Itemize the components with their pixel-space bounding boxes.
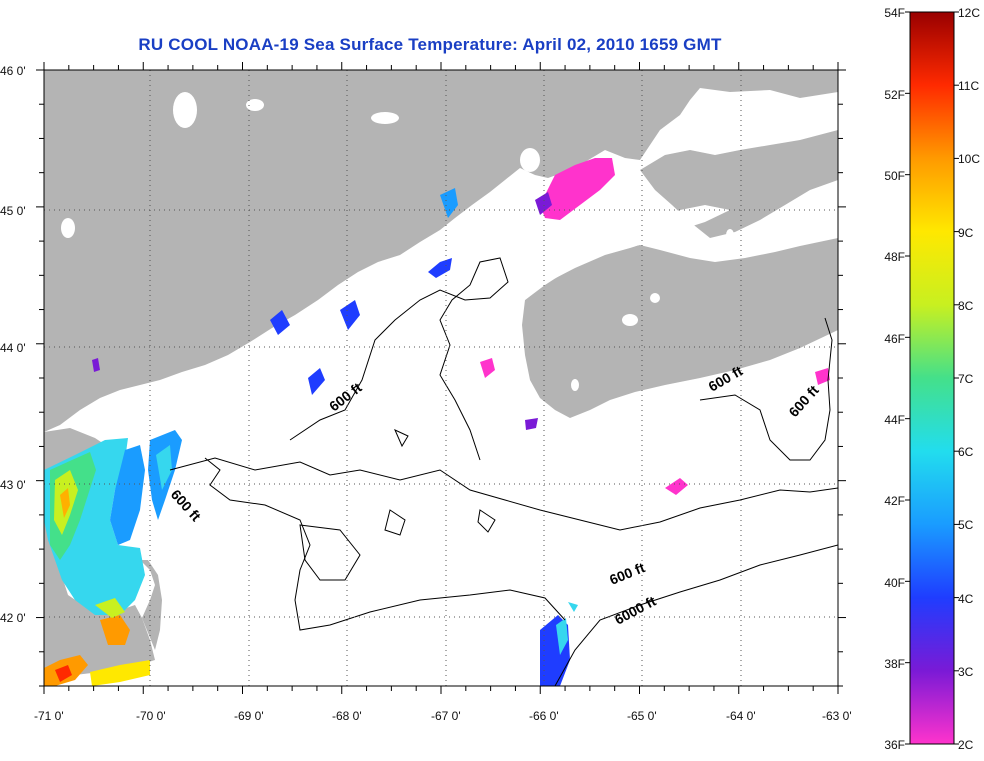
lon-tick-label: -65 0' [627, 709, 657, 723]
land-nova-scotia [522, 238, 838, 418]
inland-lakes [61, 92, 830, 391]
colorbar-f-label: 50F [884, 169, 905, 183]
colorbar-fahrenheit-labels: 54F 52F 50F 48F 46F 44F 42F 40F 38F 36F [884, 6, 905, 752]
colorbar-c-label: 9C [958, 226, 974, 240]
colorbar: 54F 52F 50F 48F 46F 44F 42F 40F 38F 36F … [884, 6, 980, 752]
lat-tick-label: 42 0' [0, 611, 26, 625]
lat-tick-label: 43 0' [0, 478, 26, 492]
lon-tick-label: -67 0' [431, 709, 461, 723]
colorbar-c-label: 11C [958, 79, 979, 93]
sst-data-patches [44, 158, 830, 686]
longitude-labels: -71 0' -70 0' -69 0' -68 0' -67 0' -66 0… [34, 709, 852, 723]
latitude-labels: 46 0' 45 0' 44 0' 43 0' 42 0' [0, 64, 26, 625]
bay-of-fundy [525, 205, 730, 300]
land-maine-newbrunswick [44, 70, 838, 432]
lon-tick-label: -64 0' [726, 709, 756, 723]
colorbar-f-label: 52F [884, 88, 905, 102]
lon-tick-label: -66 0' [529, 709, 559, 723]
colorbar-f-label: 44F [884, 413, 905, 427]
lat-tick-label: 46 0' [0, 64, 26, 78]
colorbar-f-label: 42F [884, 494, 905, 508]
colorbar-c-label: 5C [958, 518, 974, 532]
colorbar-f-label: 54F [884, 6, 905, 20]
lon-tick-label: -69 0' [234, 709, 264, 723]
lon-tick-label: -63 0' [822, 709, 852, 723]
lon-tick-label: -70 0' [136, 709, 166, 723]
colorbar-f-label: 38F [884, 657, 905, 671]
colorbar-f-label: 36F [884, 738, 905, 752]
colorbar-c-label: 7C [958, 372, 974, 386]
colorbar-f-label: 48F [884, 250, 905, 264]
colorbar-c-label: 10C [958, 152, 980, 166]
lon-tick-label: -68 0' [332, 709, 362, 723]
lat-tick-label: 44 0' [0, 341, 26, 355]
colorbar-gradient [909, 11, 955, 745]
colorbar-c-label: 3C [958, 665, 974, 679]
colorbar-c-label: 8C [958, 299, 974, 313]
bathymetry-contours [169, 257, 838, 686]
colorbar-celsius-labels: 12C 11C 10C 9C 8C 7C 6C 5C 4C 3C 2C [958, 6, 980, 752]
land-cape-cod-hook [140, 560, 162, 650]
lat-tick-label: 45 0' [0, 204, 26, 218]
colorbar-f-label: 40F [884, 576, 905, 590]
colorbar-f-label: 46F [884, 332, 905, 346]
colorbar-c-label: 4C [958, 592, 974, 606]
colorbar-c-label: 12C [958, 6, 980, 20]
map-area [43, 69, 839, 687]
lon-tick-label: -71 0' [34, 709, 64, 723]
axis-ticks [36, 62, 846, 694]
colorbar-c-label: 2C [958, 738, 974, 752]
colorbar-c-label: 6C [958, 445, 974, 459]
map-title: RU COOL NOAA-19 Sea Surface Temperature:… [138, 35, 722, 54]
